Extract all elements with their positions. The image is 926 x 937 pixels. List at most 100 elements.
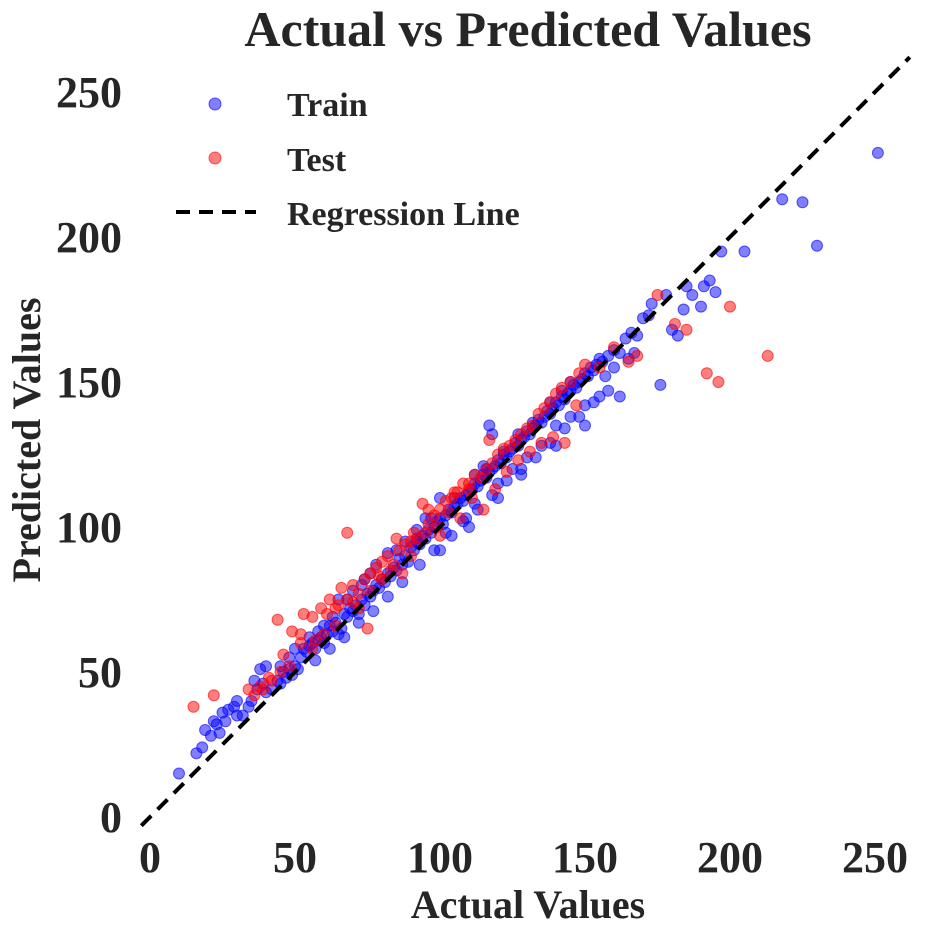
train-point [309,654,322,667]
train-point [776,193,789,206]
train-point [515,468,528,481]
train-point [686,289,699,301]
test-point [547,431,560,444]
test-point [361,622,374,635]
train-point [613,390,626,403]
test-point [570,399,583,412]
train-point [219,715,232,728]
test-point [448,486,461,499]
test-point [558,436,571,449]
test-point [486,457,499,470]
y-tick-label: 150 [56,358,122,407]
train-point [579,419,591,432]
train-point [703,274,716,287]
test-point [332,599,345,612]
test-point [680,323,693,336]
train-point [677,303,690,316]
points-layer [173,146,884,780]
y-tick-labels: 0 50 100 150 200 250 [56,68,122,842]
y-tick-label: 0 [100,793,122,842]
train-point [463,521,475,533]
test-point [544,396,557,409]
train-point [811,239,823,252]
test-point [207,689,220,702]
test-point [422,503,435,516]
test-point [564,376,577,388]
test-point [500,465,513,478]
train-point [738,245,751,258]
test-point [347,579,359,591]
test-point [454,512,467,525]
train-point [602,384,615,397]
test-point [265,674,278,687]
x-tick-label: 150 [552,833,618,882]
test-point [306,610,319,623]
x-tick-label: 100 [407,833,473,882]
y-tick-label: 50 [78,648,122,697]
test-point [555,381,568,394]
x-tick-label: 250 [842,833,908,882]
train-point [196,741,209,754]
x-tick-label: 0 [139,833,161,882]
test-point [248,689,261,702]
test-point [724,300,736,313]
test-point [523,445,536,458]
train-point [338,631,351,644]
train-point [173,767,185,780]
train-point [573,410,586,423]
test-point [668,318,681,330]
test-point [294,637,307,649]
test-point [341,593,354,606]
legend: Train Test Regression Line [176,87,520,233]
test-point [622,355,635,368]
test-point [381,550,394,562]
y-axis-label: Predicted Values [4,298,49,583]
test-point [477,503,490,516]
y-tick-label: 200 [56,213,122,262]
test-point [277,648,290,661]
test-point [283,660,296,673]
test-point [573,367,586,380]
x-axis-label: Actual Values [411,882,646,927]
train-point [352,616,365,629]
legend-train-label: Train [287,87,368,124]
train-point [367,605,380,618]
test-point [712,376,725,388]
test-point [483,434,496,446]
test-point [341,526,354,539]
test-point [761,349,774,362]
test-point [474,471,487,484]
test-point [274,666,287,678]
test-point [700,367,713,380]
chart-title: Actual vs Predicted Values [244,1,811,57]
train-point [445,529,458,542]
train-point [231,695,243,707]
test-point [257,683,270,696]
test-point [396,567,409,580]
x-tick-label: 50 [273,833,317,882]
train-point [213,726,226,739]
train-point [871,146,884,159]
train-point [645,297,658,310]
train-point [231,709,243,722]
test-point [535,436,548,449]
test-point [463,477,475,490]
test-point [579,358,591,371]
y-tick-label: 250 [56,68,122,117]
test-point [187,700,200,713]
train-point [381,590,394,603]
train-point [709,286,722,299]
test-point [651,289,664,301]
legend-test-label: Test [287,142,347,179]
train-point [558,422,571,435]
test-point [434,529,446,542]
train-point [260,660,272,673]
test-point [489,483,502,496]
train-point [608,361,620,374]
test-point [323,593,336,606]
test-point [512,454,525,467]
test-point [631,349,644,362]
test-point [407,526,420,539]
x-tick-label: 200 [697,833,763,882]
